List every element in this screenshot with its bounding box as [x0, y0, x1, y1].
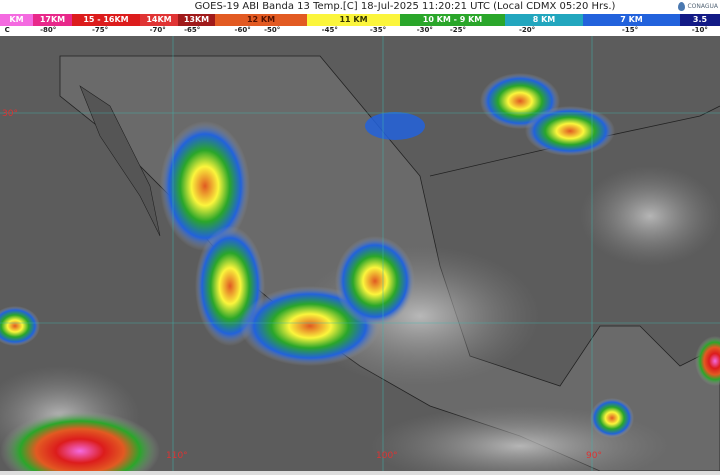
logo-text: CONAGUA: [687, 3, 718, 10]
lon-label: 90°: [586, 451, 602, 461]
lon-label: 110°: [166, 451, 188, 461]
temperature-label: -15°: [621, 26, 639, 34]
legend-segment: 10 KM - 9 KM: [400, 14, 505, 26]
satellite-map: 30° 110° 100° 90°: [0, 36, 720, 471]
lon-label: 100°: [376, 451, 398, 461]
legend-segment: 12 KM: [215, 14, 307, 26]
legend-segment: 3.5: [680, 14, 720, 26]
temperature-label: -70°: [149, 26, 166, 34]
temperature-label: -10°: [691, 26, 708, 34]
temperature-label: -20°: [518, 26, 536, 34]
image-title: GOES-19 ABI Banda 13 Temp.[C] 18-Jul-202…: [194, 1, 616, 12]
temperature-label: -30°: [416, 26, 433, 34]
legend-segment: 17KM: [33, 14, 72, 26]
temperature-label: -80°: [40, 26, 57, 34]
legend-segment: 13KM: [178, 14, 215, 26]
temperature-label: -35°: [369, 26, 387, 34]
legend-segment: 11 KM: [307, 14, 400, 26]
legend-segment: 8 KM: [505, 14, 583, 26]
legend-segment: 15 - 16KM: [72, 14, 140, 26]
temperature-label: -45°: [321, 26, 338, 34]
legend-segment: 14KM: [140, 14, 178, 26]
temperature-label: C: [4, 26, 10, 34]
temperature-label: -60°: [234, 26, 251, 34]
lat-label: 30°: [2, 109, 18, 119]
temperature-label: -75°: [92, 26, 109, 34]
legend-segment: 7 KM: [583, 14, 680, 26]
altitude-color-legend: KM 17KM 15 - 16KM 14KM 13KM 12 KM 11 KM 10 KM -…: [0, 14, 720, 26]
cloud-cover: [0, 166, 720, 471]
storm-cells: [0, 73, 720, 471]
conagua-logo: CONAGUA: [678, 2, 718, 11]
legend-segment: KM: [0, 14, 33, 26]
temperature-label: -65°: [184, 26, 201, 34]
lat-lon-grid: [0, 36, 720, 471]
temperature-label: -50°: [264, 26, 281, 34]
bottom-strip: [0, 471, 720, 475]
temperature-scale: C -80° -75° -70° -65° -60° -50° -45° -35° -30° -25…: [0, 26, 720, 36]
drop-icon: [678, 2, 686, 11]
temperature-label: -25°: [449, 26, 466, 34]
